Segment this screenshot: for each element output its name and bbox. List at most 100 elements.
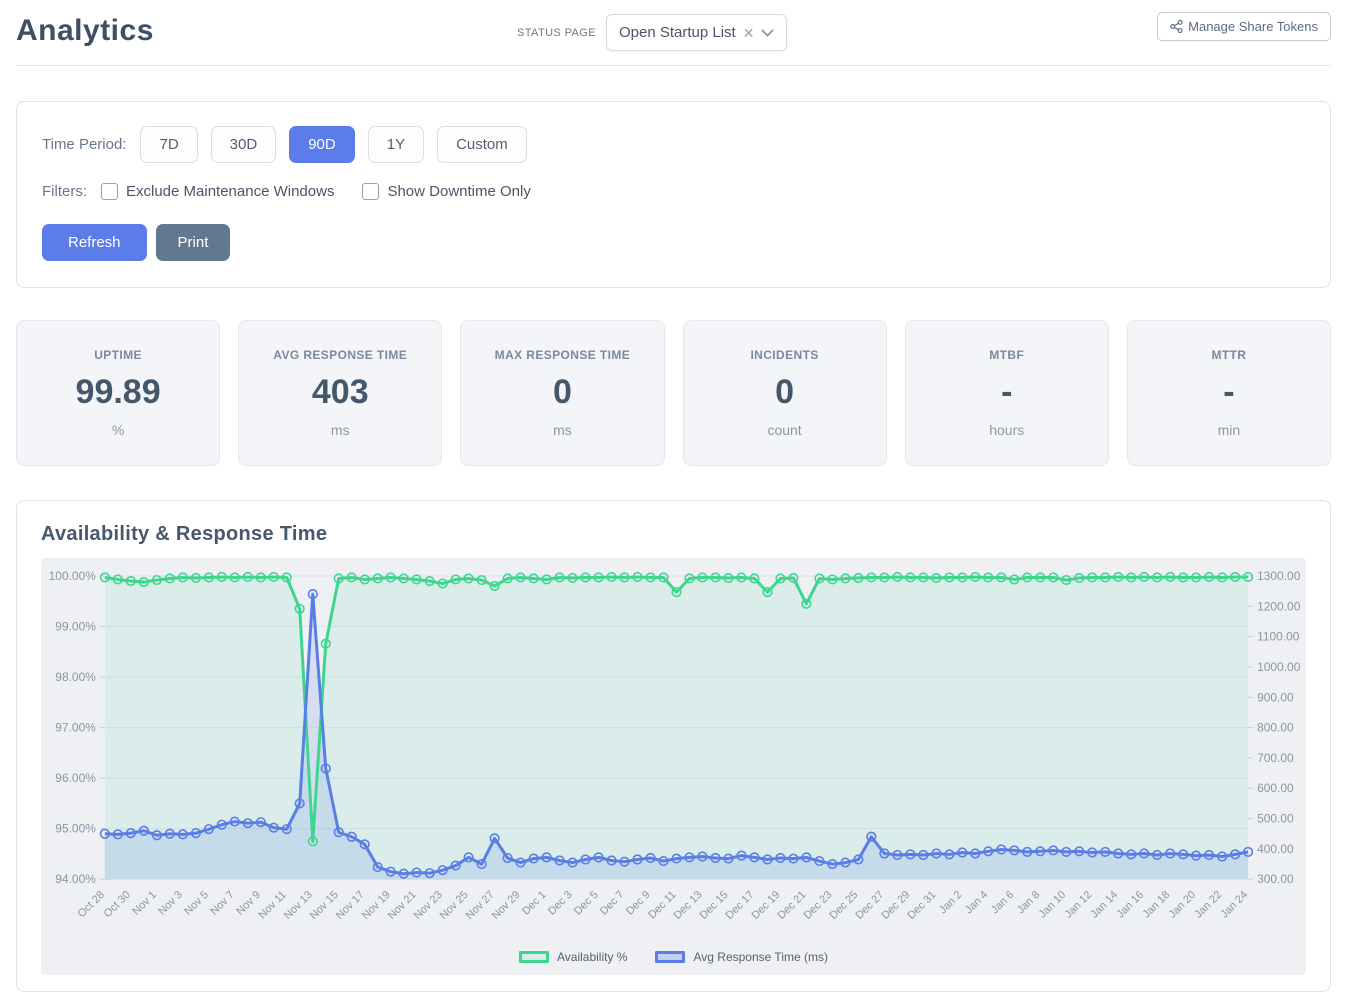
stat-value: 99.89 (75, 373, 161, 411)
response-point (840, 857, 851, 868)
availability-point (944, 572, 955, 583)
legend-swatch (519, 951, 549, 964)
response-point (866, 831, 877, 842)
response-point (1100, 846, 1111, 857)
availability-point (970, 571, 981, 583)
availability-point (294, 603, 305, 614)
response-point (892, 849, 903, 861)
x-axis-tick: Dec 17 (723, 889, 756, 922)
availability-point (515, 572, 526, 583)
x-axis-tick: Jan 12 (1063, 889, 1095, 921)
availability-point (710, 572, 721, 583)
legend-label: Avg Response Time (ms) (693, 950, 828, 965)
checkbox[interactable] (362, 183, 380, 200)
response-point (177, 829, 188, 840)
response-point (385, 866, 396, 877)
stat-unit: count (767, 422, 802, 438)
response-point (502, 852, 513, 864)
x-axis-tick: Nov 5 (182, 889, 211, 918)
response-point (1126, 849, 1137, 860)
x-axis-tick: Nov 3 (156, 889, 185, 918)
right-axis-tick: 1200.00 (1257, 599, 1301, 613)
response-point (606, 855, 617, 866)
stat-unit: min (1217, 422, 1241, 438)
response-point (801, 852, 812, 863)
availability-point (996, 572, 1007, 583)
availability-point (541, 574, 552, 585)
legend-swatch (655, 951, 686, 964)
checkbox[interactable] (101, 183, 118, 200)
right-axis-tick: 400.00 (1257, 842, 1294, 856)
x-axis-tick: Jan 18 (1141, 889, 1173, 921)
availability-point (619, 572, 630, 583)
response-point (593, 852, 604, 863)
availability-point (372, 573, 383, 584)
availability-point (1191, 572, 1202, 583)
refresh-button[interactable]: Refresh (42, 224, 147, 261)
availability-point (1178, 572, 1189, 583)
x-axis-tick: Jan 6 (989, 889, 1016, 916)
x-axis-tick: Nov 1 (130, 889, 159, 918)
stat-label: MTBF (989, 348, 1025, 362)
legend-item: Avg Response Time (ms) (655, 950, 828, 964)
availability-point (307, 836, 318, 847)
availability-point (242, 571, 253, 583)
filter-checkboxes: Exclude Maintenance Windows Show Downtime… (101, 183, 559, 200)
legend-item: Availability % (519, 950, 627, 964)
response-point (1061, 846, 1072, 857)
response-point (827, 858, 838, 870)
response-point (658, 855, 669, 867)
response-point (450, 860, 461, 871)
right-axis-tick: 1100.00 (1257, 630, 1300, 644)
availability-point (931, 572, 942, 584)
availability-point (853, 572, 864, 584)
response-point (541, 852, 552, 863)
response-point (632, 854, 643, 865)
clear-selection-icon[interactable]: ✕ (742, 24, 755, 41)
availability-point (1217, 572, 1228, 583)
availability-point (1074, 572, 1085, 584)
availability-point (281, 572, 292, 583)
response-point (255, 817, 266, 828)
response-point (229, 816, 240, 827)
availability-point (151, 574, 162, 586)
time-period-row: Time Period: 7D 30D 90D 1Y Custom (42, 126, 1305, 163)
chart-area: 100.00% 99.00% 98.00% 97.00% 96.00% 95.00% 94.… (41, 558, 1306, 976)
x-axis-tick: Dec 29 (879, 889, 912, 922)
response-point (970, 848, 981, 859)
time-period-button-custom[interactable]: Custom (437, 126, 527, 163)
x-axis-tick: Nov 15 (308, 889, 341, 922)
manage-share-tokens-button[interactable]: Manage Share Tokens (1157, 12, 1331, 41)
page-title: Analytics (16, 14, 154, 47)
left-axis-tick: 97.00% (55, 721, 96, 735)
filter-checkbox-item: Show Downtime Only (362, 183, 531, 200)
availability-point (229, 572, 240, 583)
checkbox-label: Show Downtime Only (387, 183, 531, 200)
availability-point (697, 572, 708, 583)
response-point (1139, 848, 1150, 859)
stats-row: UPTIME 99.89% AVG RESPONSE TIME 403 ms MAX RE… (16, 320, 1331, 466)
x-axis-tick: Dec 7 (598, 889, 627, 918)
time-period-button-90d[interactable]: 90D (289, 126, 355, 163)
time-period-button-30d[interactable]: 30D (210, 126, 277, 163)
filters-label: Filters: (42, 183, 87, 200)
time-period-button-7d[interactable]: 7D (140, 126, 198, 163)
print-button[interactable]: Print (155, 224, 231, 261)
time-period-button-1y[interactable]: 1Y (367, 126, 425, 163)
response-point (268, 822, 279, 833)
availability-point (606, 571, 617, 583)
response-point (554, 855, 565, 866)
right-axis-tick: 300.00 (1257, 872, 1294, 886)
availability-point (1139, 571, 1150, 583)
availability-point (723, 572, 734, 584)
status-page-select[interactable]: Open Startup List ✕ (605, 14, 788, 51)
response-point (1152, 849, 1163, 861)
availability-point (1035, 572, 1046, 583)
response-point (1204, 849, 1215, 861)
stat-value: - (1001, 373, 1013, 411)
availability-point (762, 587, 773, 598)
availability-point (463, 573, 474, 584)
availability-point (827, 574, 838, 585)
availability-point (593, 572, 604, 583)
response-point (424, 868, 435, 879)
